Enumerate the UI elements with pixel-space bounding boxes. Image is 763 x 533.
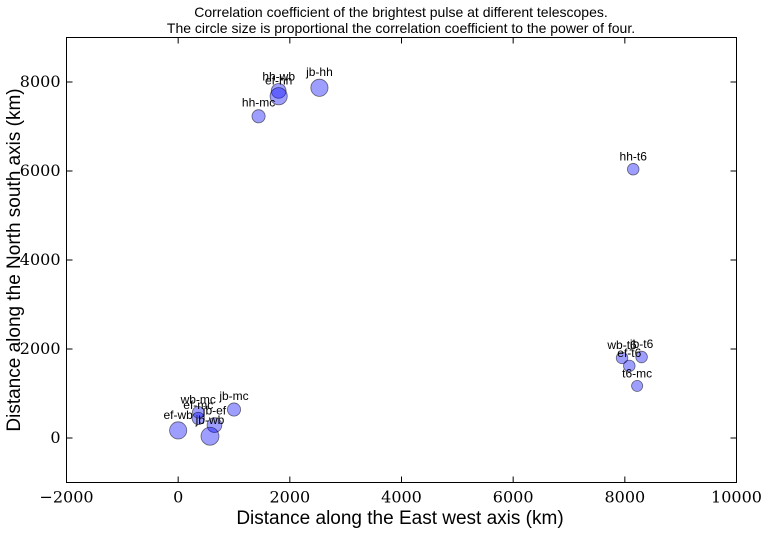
x-tick-label: 0 [173, 488, 183, 507]
data-point-ef-t6 [623, 359, 636, 373]
point-label-jb-t6: jb-t6 [629, 337, 654, 351]
y-axis-ticks: 0 2000 4000 6000 8000 [20, 72, 737, 447]
x-tick-label: 8000 [604, 488, 645, 507]
y-tick-label: 2000 [20, 339, 61, 358]
data-point-hh-wb [270, 83, 287, 99]
point-label-jb-mc: jb-mc [218, 389, 248, 403]
points-layer [169, 78, 648, 446]
point-label-ef-hh: ef-hh [265, 74, 292, 88]
data-point-jb-ef [206, 417, 223, 433]
data-point-jb-hh [310, 78, 329, 97]
data-point-jb-mc [226, 402, 241, 417]
point-label-jb-ef: jb-ef [202, 404, 227, 418]
chart-subtitle: The circle size is proportional the corr… [167, 20, 635, 36]
y-tick-label: 8000 [20, 72, 61, 91]
y-tick-label: 0 [50, 428, 60, 447]
point-label-hh-t6: hh-t6 [620, 149, 648, 163]
point-label-ef-wb: ef-wb [163, 408, 193, 422]
chart-title: Correlation coefficient of the brightest… [194, 4, 608, 20]
point-label-wb-mc: wb-mc [180, 392, 216, 406]
x-tick-label: 10000 [711, 488, 762, 507]
x-axis-ticks: −2000 0 2000 4000 6000 8000 10000 [39, 37, 762, 507]
point-label-wb-t6: wb-t6 [606, 338, 637, 352]
x-axis-label: Distance along the East west axis (km) [236, 508, 563, 529]
x-tick-label: −2000 [39, 488, 93, 507]
data-point-wb-t6 [615, 351, 629, 365]
y-tick-label: 4000 [20, 250, 61, 269]
data-point-ef-mc [191, 411, 205, 426]
data-point-ef-wb [169, 421, 188, 440]
data-point-jb-t6 [635, 350, 648, 364]
x-tick-label: 4000 [381, 488, 422, 507]
data-point-jb-wb [200, 426, 220, 446]
point-label-hh-wb: hh-wb [262, 70, 295, 84]
point-label-jb-wb: jb-wb [195, 413, 225, 427]
data-point-ef-hh [269, 87, 288, 106]
data-point-hh-t6 [627, 163, 640, 176]
point-label-ef-t6: ef-t6 [617, 346, 641, 360]
y-tick-label: 6000 [20, 161, 61, 180]
point-label-ef-mc: ef-mc [183, 398, 213, 412]
point-label-jb-hh: jb-hh [305, 65, 333, 79]
point-label-t6-mc: t6-mc [622, 366, 652, 380]
x-tick-label: 6000 [493, 488, 534, 507]
y-axis-label: Distance along the North south axis (km) [4, 88, 25, 431]
data-point-hh-mc [251, 109, 266, 124]
data-point-t6-mc [631, 379, 644, 392]
point-label-hh-mc: hh-mc [242, 96, 275, 110]
x-tick-label: 2000 [269, 488, 310, 507]
